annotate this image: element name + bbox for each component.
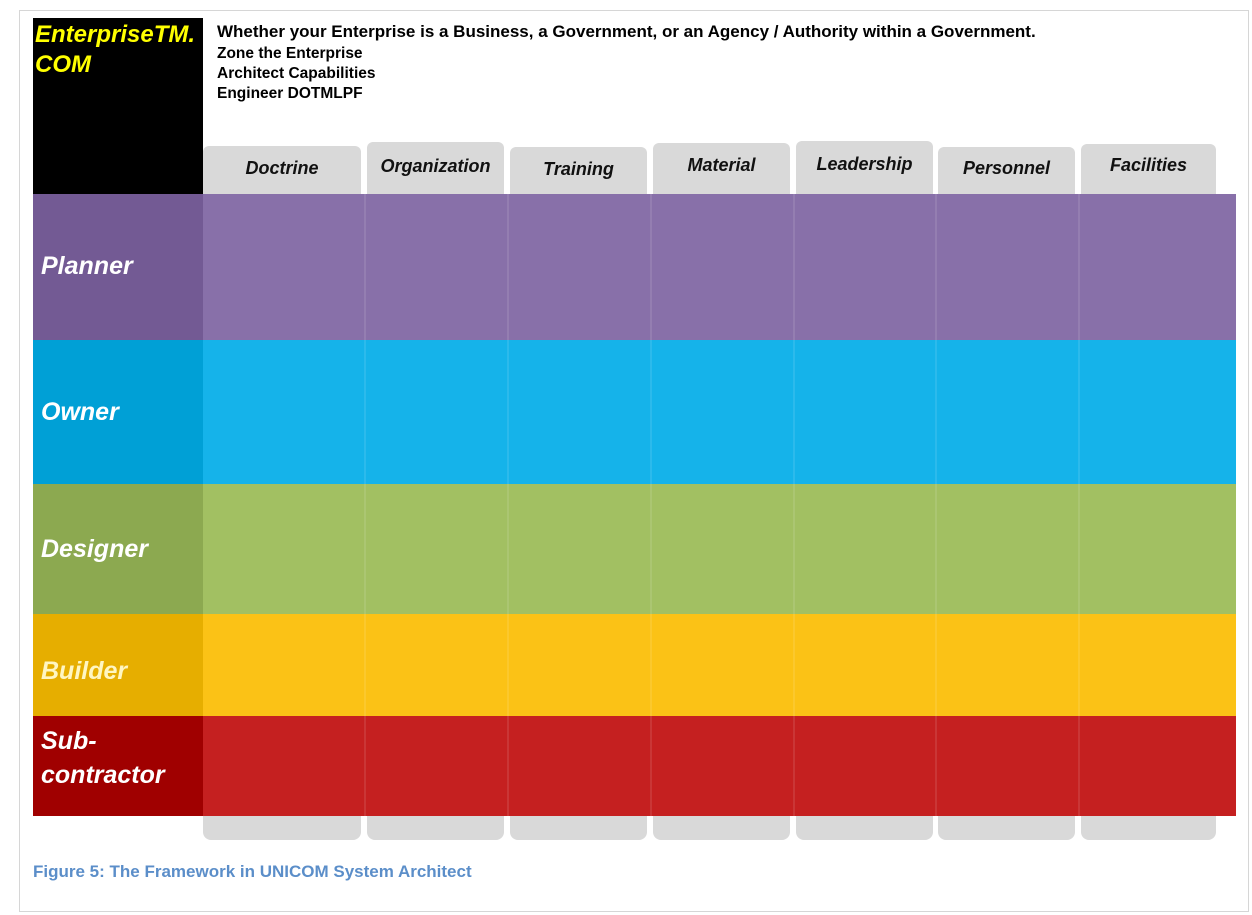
header-headline: Whether your Enterprise is a Business, a… bbox=[217, 22, 1036, 41]
column-label-organization: Organization bbox=[380, 156, 491, 176]
row-label-subcontractor-line-1: Sub- bbox=[41, 727, 97, 755]
row-subcontractor: Sub- contractor bbox=[33, 716, 1236, 816]
column-footer-leadership bbox=[796, 816, 933, 840]
column-label-material: Material bbox=[687, 155, 756, 175]
row-head-planner bbox=[33, 194, 203, 340]
column-label-leadership: Leadership bbox=[816, 154, 913, 174]
column-divider bbox=[650, 194, 652, 816]
column-label-training: Training bbox=[543, 159, 614, 179]
column-footer-personnel bbox=[938, 816, 1075, 840]
column-divider bbox=[1078, 194, 1080, 816]
row-label-builder: Builder bbox=[41, 657, 128, 685]
row-head-designer bbox=[33, 484, 203, 614]
row-label-subcontractor: Sub- contractor bbox=[41, 724, 165, 792]
row-head-owner bbox=[33, 340, 203, 484]
column-label-personnel: Personnel bbox=[962, 158, 1051, 178]
header-line-zone: Zone the Enterprise bbox=[217, 45, 363, 62]
column-footer-organization bbox=[367, 816, 504, 840]
header-line-architect: Architect Capabilities bbox=[217, 65, 376, 82]
column-footer-training bbox=[510, 816, 647, 840]
column-label-facilities: Facilities bbox=[1109, 155, 1188, 175]
header-text: Whether your Enterprise is a Business, a… bbox=[217, 20, 1237, 104]
logo-line-1: EnterpriseTM. bbox=[35, 21, 196, 48]
header-line-engineer: Engineer DOTMLPF bbox=[217, 85, 363, 102]
column-tab-doctrine: Doctrine bbox=[203, 146, 361, 194]
column-tab-organization: Organization bbox=[367, 142, 504, 194]
column-tab-leadership: Leadership bbox=[796, 141, 933, 194]
column-label-doctrine: Doctrine bbox=[245, 158, 319, 178]
column-divider bbox=[793, 194, 795, 816]
column-divider bbox=[364, 194, 366, 816]
row-head-subcontractor bbox=[33, 716, 203, 816]
column-tab-training: Training bbox=[510, 147, 647, 194]
column-footer-material bbox=[653, 816, 790, 840]
column-tab-personnel: Personnel bbox=[938, 147, 1075, 194]
row-builder: Builder bbox=[33, 614, 1236, 716]
row-label-planner: Planner bbox=[41, 252, 133, 280]
figure-caption: Figure 5: The Framework in UNICOM System… bbox=[33, 862, 472, 881]
row-head-builder bbox=[33, 614, 203, 716]
column-divider bbox=[935, 194, 937, 816]
column-footer-facilities bbox=[1081, 816, 1216, 840]
row-label-owner: Owner bbox=[41, 398, 119, 426]
row-owner: Owner bbox=[33, 340, 1236, 484]
logo-line-2: COM bbox=[35, 51, 91, 78]
logo-text: EnterpriseTM. COM bbox=[33, 20, 203, 80]
figure-frame bbox=[19, 10, 1249, 912]
row-planner: Planner bbox=[33, 194, 1236, 340]
column-tab-material: Material bbox=[653, 143, 790, 194]
row-label-designer: Designer bbox=[41, 535, 148, 563]
row-label-subcontractor-line-2: contractor bbox=[41, 761, 165, 789]
column-footer-doctrine bbox=[203, 816, 361, 840]
column-tab-facilities: Facilities bbox=[1081, 144, 1216, 194]
row-designer: Designer bbox=[33, 484, 1236, 614]
column-divider bbox=[507, 194, 509, 816]
